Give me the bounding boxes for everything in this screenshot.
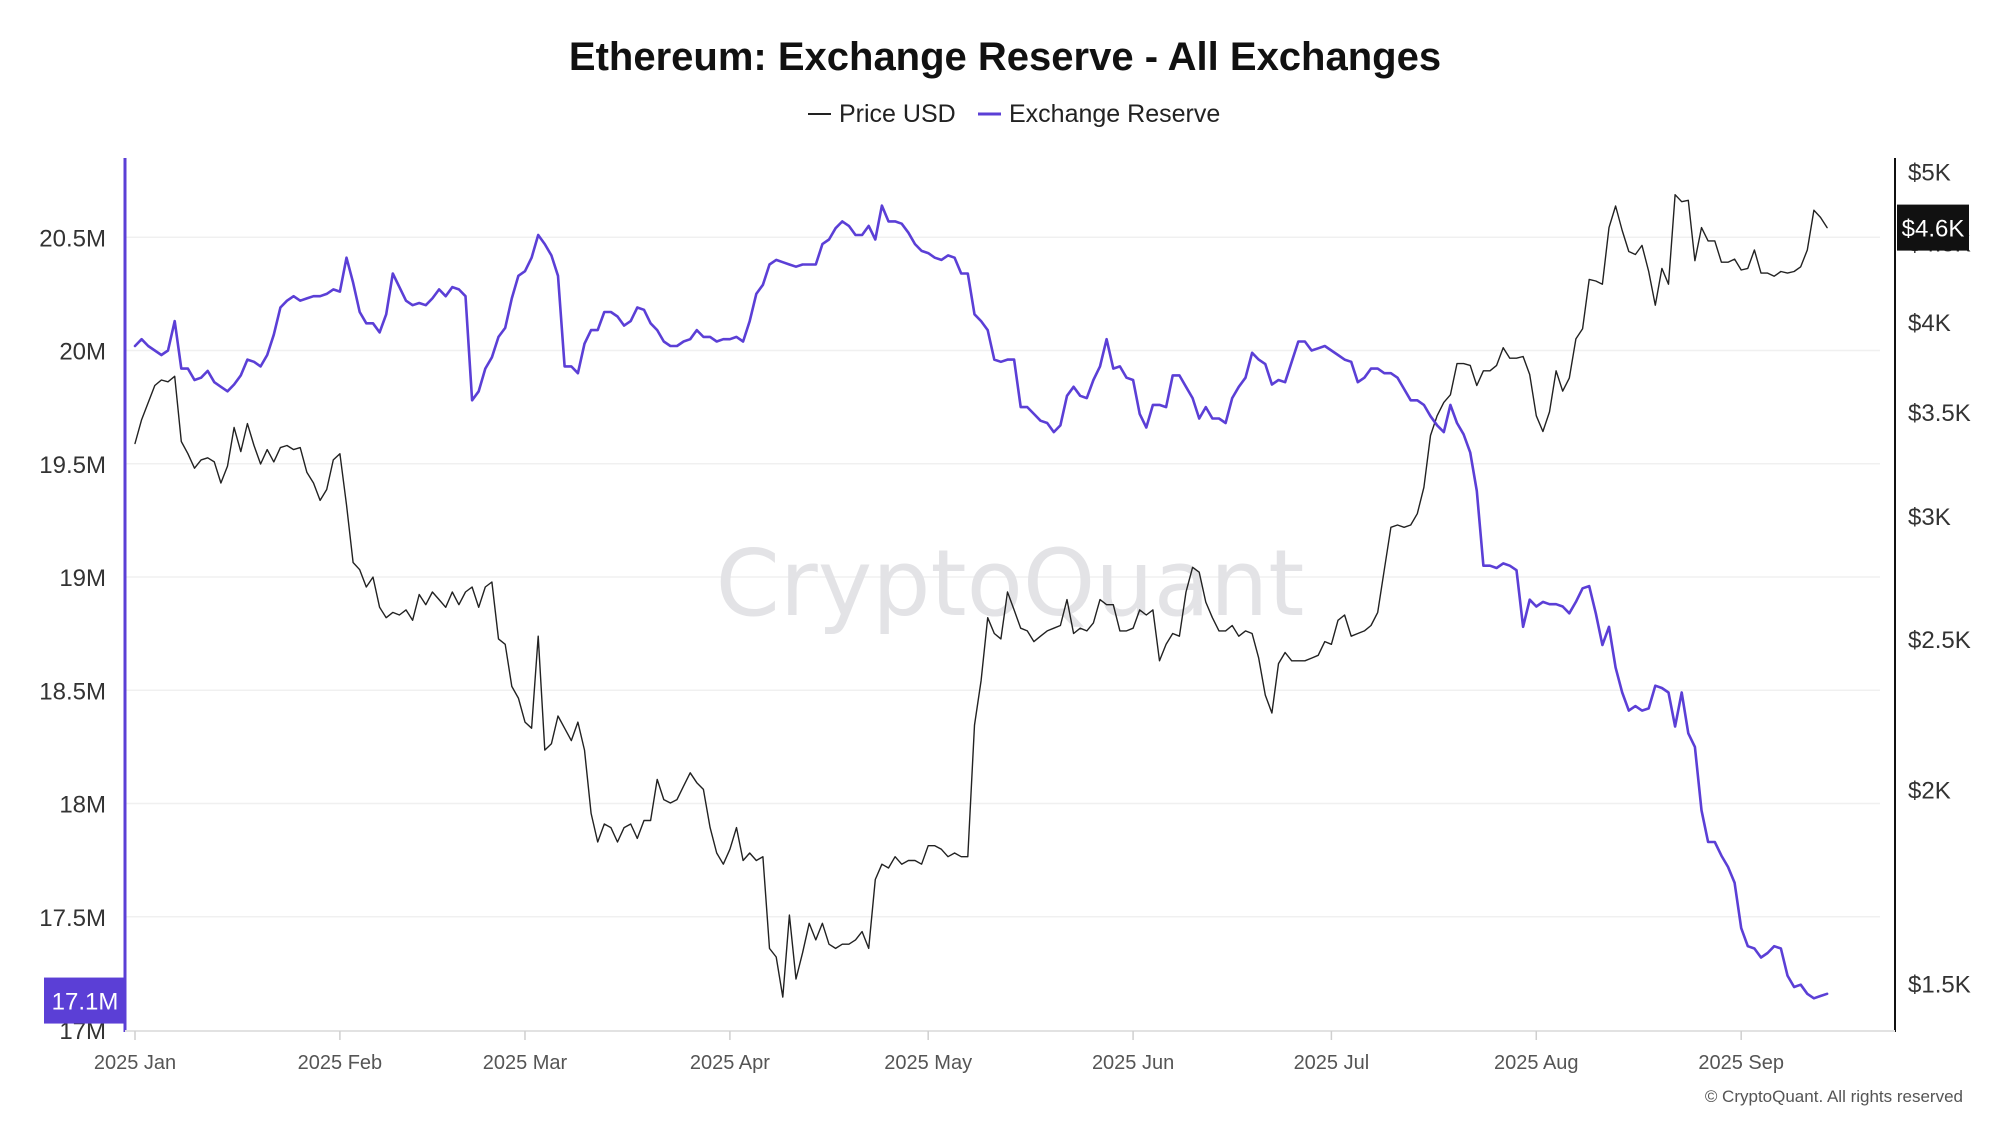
price-usd-line [134, 194, 1828, 998]
watermark: CryptoQuant [716, 530, 1305, 637]
x-tick-label-6: 2025 Jul [1294, 1052, 1370, 1074]
left-tick-label-6: 20M [59, 339, 106, 366]
legend-label-price: Price USD [839, 100, 956, 128]
legend: Price USD Exchange Reserve [808, 100, 1220, 128]
left-last-value-badge: 17.1M [44, 977, 126, 1024]
series-lines [133, 194, 1829, 1000]
right-tick-label-0: $1.5K [1908, 971, 1971, 998]
right-axis-ticks: $1.5K$2K$2.5K$3K$3.5K$4K$4.5K$5K [1908, 159, 1971, 998]
x-tick-label-0: 2025 Jan [94, 1052, 176, 1074]
left-tick-label-3: 18.5M [39, 678, 106, 705]
copyright-notice: © CryptoQuant. All rights reserved [1705, 1087, 1963, 1106]
left-tick-label-5: 19.5M [39, 452, 106, 479]
chart-title: Ethereum: Exchange Reserve - All Exchang… [569, 35, 1441, 79]
left-last-value-label: 17.1M [52, 989, 119, 1016]
right-tick-label-1: $2K [1908, 777, 1951, 804]
right-last-value-badge: $4.6K [1897, 204, 1969, 251]
left-tick-label-7: 20.5M [39, 225, 106, 252]
x-tick-label-2: 2025 Mar [483, 1052, 568, 1074]
exchange-reserve-line [133, 204, 1829, 1000]
right-tick-label-7: $5K [1908, 159, 1951, 186]
right-tick-label-4: $3.5K [1908, 400, 1971, 427]
x-tick-label-5: 2025 Jun [1092, 1052, 1174, 1074]
x-tick-label-4: 2025 May [884, 1052, 972, 1074]
x-tick-label-8: 2025 Sep [1698, 1052, 1784, 1074]
left-tick-label-1: 17.5M [39, 905, 106, 932]
legend-label-reserve: Exchange Reserve [1009, 100, 1220, 128]
x-tick-label-7: 2025 Aug [1494, 1052, 1579, 1074]
x-axis-ticks: 2025 Jan 2025 Feb 2025 Mar 2025 Apr 2025 May… [94, 1031, 1784, 1074]
left-tick-label-2: 18M [59, 792, 106, 819]
left-tick-label-4: 19M [59, 565, 106, 592]
right-tick-label-2: $2.5K [1908, 627, 1971, 654]
right-last-value-badge-bg [1897, 204, 1969, 251]
right-tick-label-3: $3K [1908, 504, 1951, 531]
x-tick-label-1: 2025 Feb [298, 1052, 383, 1074]
left-last-value-badge-bg [44, 977, 126, 1024]
gridlines [125, 236, 1880, 918]
right-tick-label-5: $4K [1908, 310, 1951, 337]
right-last-value-label: $4.6K [1902, 216, 1965, 243]
x-tick-label-3: 2025 Apr [690, 1052, 770, 1074]
